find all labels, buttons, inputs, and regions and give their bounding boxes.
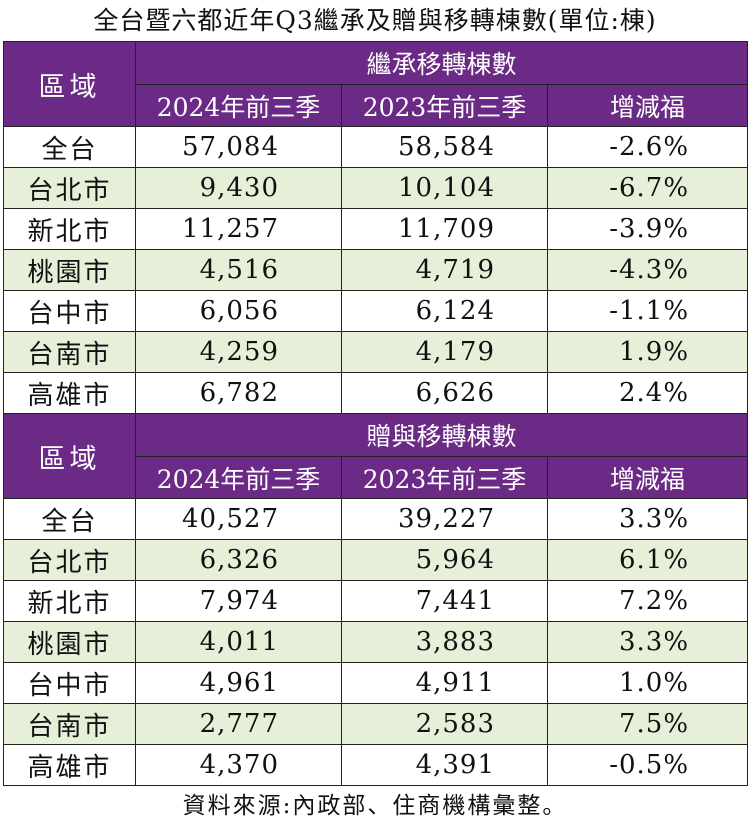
value-2023-cell: 10,104 — [341, 167, 548, 209]
value-2024-cell: 2,777 — [135, 703, 342, 745]
gift-group-header: 贈與移轉棟數 — [134, 413, 749, 457]
table-row: 全台 57,084 58,584 -2.6% — [3, 126, 749, 168]
value-2024-cell: 40,527 — [135, 498, 342, 540]
region-cell: 桃園市 — [3, 249, 136, 291]
value-2024-cell: 6,782 — [135, 372, 342, 414]
value-2023-cell: 4,179 — [341, 331, 548, 373]
value-2024-cell: 4,259 — [135, 331, 342, 373]
value-2024-cell: 57,084 — [135, 126, 342, 168]
page-title: 全台暨六都近年Q3繼承及贈與移轉棟數(單位:棟) — [93, 6, 657, 35]
source-note: 資料來源:內政部、住商機構彙整。 — [182, 793, 568, 819]
change-cell: -3.9% — [546, 208, 749, 250]
table-row: 桃園市 4,011 3,883 3.3% — [3, 621, 749, 663]
value-2024-cell: 9,430 — [135, 167, 342, 209]
change-cell: 3.3% — [546, 498, 749, 540]
gift-col-2024: 2024年前三季 — [135, 456, 342, 499]
table-row: 台南市 4,259 4,179 1.9% — [3, 331, 749, 373]
change-cell: 1.9% — [546, 331, 749, 373]
region-cell: 台北市 — [3, 167, 136, 209]
table-row: 全台 40,527 39,227 3.3% — [3, 498, 749, 540]
region-cell: 台北市 — [3, 539, 136, 581]
inheritance-col-2024: 2024年前三季 — [135, 84, 342, 127]
change-cell: -0.5% — [546, 744, 749, 786]
data-table: 區域 繼承移轉棟數 2024年前三季 2023年前三季 增減福 全台 57,084… — [3, 41, 749, 786]
change-cell: 3.3% — [546, 621, 749, 663]
table-row: 台中市 6,056 6,124 -1.1% — [3, 290, 749, 332]
value-2024-cell: 4,961 — [135, 662, 342, 704]
value-2023-cell: 4,719 — [341, 249, 548, 291]
change-cell: -6.7% — [546, 167, 749, 209]
value-2023-cell: 6,626 — [341, 372, 548, 414]
value-2024-cell: 11,257 — [135, 208, 342, 250]
gift-col-2023: 2023年前三季 — [341, 456, 548, 499]
table-row: 高雄市 6,782 6,626 2.4% — [3, 372, 749, 414]
value-2023-cell: 6,124 — [341, 290, 548, 332]
change-cell: 1.0% — [546, 662, 749, 704]
change-cell: -2.6% — [546, 126, 749, 168]
table-row: 新北市 11,257 11,709 -3.9% — [3, 208, 749, 250]
region-cell: 全台 — [3, 498, 136, 540]
table-row: 台北市 9,430 10,104 -6.7% — [3, 167, 749, 209]
region-cell: 台南市 — [3, 703, 136, 745]
table-row: 台北市 6,326 5,964 6.1% — [3, 539, 749, 581]
gift-region-header: 區域 — [3, 413, 136, 499]
value-2023-cell: 11,709 — [341, 208, 548, 250]
region-cell: 台南市 — [3, 331, 136, 373]
gift-section: 區域 贈與移轉棟數 2024年前三季 2023年前三季 增減福 全台 40,527… — [3, 413, 749, 786]
change-cell: 6.1% — [546, 539, 749, 581]
change-cell: 7.2% — [546, 580, 749, 622]
change-cell: 7.5% — [546, 703, 749, 745]
value-2024-cell: 4,011 — [135, 621, 342, 663]
table-row: 高雄市 4,370 4,391 -0.5% — [3, 744, 749, 786]
value-2023-cell: 5,964 — [341, 539, 548, 581]
change-cell: 2.4% — [546, 372, 749, 414]
change-cell: -1.1% — [546, 290, 749, 332]
region-cell: 台中市 — [3, 662, 136, 704]
table-row: 桃園市 4,516 4,719 -4.3% — [3, 249, 749, 291]
region-cell: 高雄市 — [3, 744, 136, 786]
value-2023-cell: 58,584 — [341, 126, 548, 168]
gift-col-change: 增減福 — [546, 456, 749, 499]
value-2023-cell: 4,391 — [341, 744, 548, 786]
value-2023-cell: 4,911 — [341, 662, 548, 704]
inheritance-col-2023: 2023年前三季 — [341, 84, 548, 127]
table-row: 台南市 2,777 2,583 7.5% — [3, 703, 749, 745]
change-cell: -4.3% — [546, 249, 749, 291]
region-cell: 新北市 — [3, 580, 136, 622]
value-2023-cell: 7,441 — [341, 580, 548, 622]
inheritance-group-header: 繼承移轉棟數 — [134, 41, 749, 85]
value-2024-cell: 4,516 — [135, 249, 342, 291]
region-cell: 高雄市 — [3, 372, 136, 414]
region-cell: 新北市 — [3, 208, 136, 250]
region-cell: 台中市 — [3, 290, 136, 332]
value-2024-cell: 6,056 — [135, 290, 342, 332]
table-row: 新北市 7,974 7,441 7.2% — [3, 580, 749, 622]
inheritance-section: 區域 繼承移轉棟數 2024年前三季 2023年前三季 增減福 全台 57,084… — [3, 41, 749, 414]
value-2023-cell: 2,583 — [341, 703, 548, 745]
value-2024-cell: 7,974 — [135, 580, 342, 622]
table-row: 台中市 4,961 4,911 1.0% — [3, 662, 749, 704]
region-cell: 全台 — [3, 126, 136, 168]
value-2024-cell: 6,326 — [135, 539, 342, 581]
value-2023-cell: 39,227 — [341, 498, 548, 540]
inheritance-region-header: 區域 — [3, 41, 136, 127]
value-2023-cell: 3,883 — [341, 621, 548, 663]
inheritance-col-change: 增減福 — [546, 84, 749, 127]
region-cell: 桃園市 — [3, 621, 136, 663]
value-2024-cell: 4,370 — [135, 744, 342, 786]
